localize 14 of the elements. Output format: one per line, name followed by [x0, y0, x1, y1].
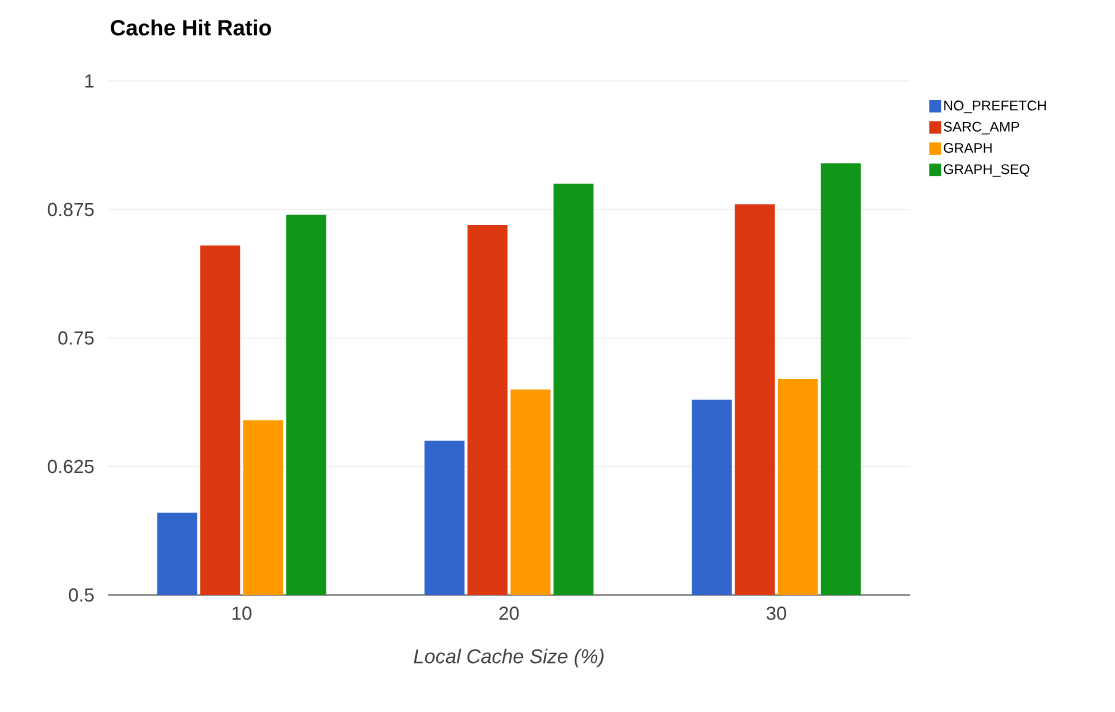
y-tick-label: 1 — [85, 74, 94, 88]
x-tick-label: 30 — [766, 606, 787, 620]
legend-label: GRAPH — [943, 143, 992, 153]
y-tick-label: 0.75 — [58, 331, 94, 345]
y-tick-label: 0.625 — [47, 459, 94, 474]
x-tick-label: 10 — [232, 606, 252, 620]
chart-title: Cache Hit Ratio — [110, 19, 272, 36]
x-axis-title: Local Cache Size (%) — [413, 648, 604, 668]
y-tick-label: 0.5 — [68, 588, 94, 602]
y-tick-label: 0.875 — [47, 202, 94, 217]
legend-label: SARC_AMP — [943, 121, 1020, 135]
legend-label: NO_PREFETCH — [944, 100, 1046, 114]
legend-label: GRAPH_SEQ — [943, 164, 1030, 177]
x-tick-label: 20 — [499, 606, 519, 620]
